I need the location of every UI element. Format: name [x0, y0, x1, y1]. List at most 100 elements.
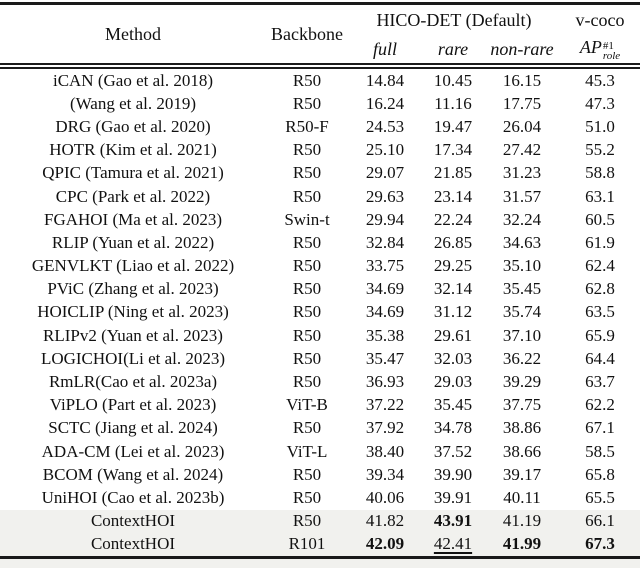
value-cell: 21.85	[433, 163, 473, 183]
value-cell: 17.34	[433, 140, 473, 160]
backbone-cell: ViT-L	[286, 441, 328, 461]
method-cell: GENVLKT (Liao et al. 2022)	[31, 256, 235, 276]
value-cell: 63.1	[585, 186, 615, 206]
value-cell: 63.7	[585, 372, 615, 392]
value-cell: 38.86	[502, 418, 542, 438]
value-cell: 37.75	[502, 395, 542, 415]
method-cell: ViPLO (Part et al. 2023)	[49, 395, 217, 415]
method-cell: CPC (Park et al. 2022)	[55, 186, 211, 206]
value-cell: 29.61	[433, 325, 473, 345]
value-cell: 29.63	[365, 186, 405, 206]
value-cell: 31.23	[502, 163, 542, 183]
method-cell: ContextHOI	[90, 511, 176, 531]
table-row: CPC (Park et al. 2022) R50 29.63 23.14 31.57…	[0, 185, 640, 208]
value-cell: 39.17	[502, 464, 542, 484]
header-group-row: Method Backbone HICO-DET (Default) v-coc…	[0, 3, 640, 69]
value-cell: 37.52	[433, 441, 473, 461]
value-cell: 38.40	[365, 441, 405, 461]
value-cell: 29.07	[365, 163, 405, 183]
value-cell: 35.38	[365, 325, 405, 345]
value-cell: 43.91	[433, 511, 473, 531]
value-cell: 29.25	[433, 256, 473, 276]
table-row: FGAHOI (Ma et al. 2023) Swin-t 29.94 22.24 3…	[0, 208, 640, 231]
value-cell: 17.75	[502, 93, 542, 113]
full-subheader: full	[348, 35, 422, 69]
backbone-cell: R50	[292, 372, 322, 392]
value-cell: 26.85	[433, 232, 473, 252]
value-cell: 34.78	[433, 418, 473, 438]
ap-role-subheader: AP #1 role	[560, 35, 640, 69]
value-cell: 38.66	[502, 441, 542, 461]
table-row: QPIC (Tamura et al. 2021) R50 29.07 21.85 31…	[0, 162, 640, 185]
value-cell: 41.99	[502, 534, 542, 554]
value-cell: 35.74	[502, 302, 542, 322]
table-row: ContextHOI R50 41.82 43.91 41.19 66.1	[0, 509, 640, 533]
value-cell: 10.45	[433, 70, 473, 90]
backbone-cell: R50	[292, 70, 322, 90]
value-cell: 62.4	[585, 256, 615, 276]
method-cell: RLIP (Yuan et al. 2022)	[51, 232, 215, 252]
backbone-cell: R50	[292, 325, 322, 345]
table-row: HOTR (Kim et al. 2021) R50 25.10 17.34 27.42…	[0, 139, 640, 162]
backbone-cell: R50-F	[285, 116, 329, 136]
backbone-cell: R50	[292, 348, 322, 368]
table-row: (Wang et al. 2019) R50 16.24 11.16 17.75 47.3	[0, 92, 640, 115]
backbone-cell: R50	[292, 186, 322, 206]
value-cell: 32.84	[365, 232, 405, 252]
value-cell: 39.29	[502, 372, 542, 392]
table-row: ADA-CM (Lei et al. 2023) ViT-L 38.40 37.52 3…	[0, 440, 640, 463]
value-cell: 33.75	[365, 256, 405, 276]
method-cell: DRG (Gao et al. 2020)	[55, 116, 211, 136]
value-cell: 60.5	[585, 209, 615, 229]
method-cell: (Wang et al. 2019)	[69, 93, 197, 113]
value-cell: 62.2	[585, 395, 615, 415]
method-cell: SCTC (Jiang et al. 2024)	[48, 418, 218, 438]
value-cell: 42.41	[433, 534, 473, 554]
value-cell: 39.91	[433, 487, 473, 507]
backbone-header: Backbone	[266, 3, 348, 69]
value-cell: 39.90	[433, 464, 473, 484]
value-cell: 36.93	[365, 372, 405, 392]
hico-det-group-header: HICO-DET (Default)	[376, 9, 532, 30]
method-cell: BCOM (Wang et al. 2024)	[42, 464, 224, 484]
value-cell: 24.53	[365, 116, 405, 136]
ap-subscript: role	[602, 50, 621, 62]
value-cell: 34.69	[365, 279, 405, 299]
value-cell: 67.1	[585, 418, 615, 438]
backbone-cell: R50	[292, 464, 322, 484]
value-cell: 42.09	[365, 534, 405, 554]
table-header: Method Backbone HICO-DET (Default) v-coc…	[0, 3, 640, 69]
value-cell: 32.03	[433, 348, 473, 368]
table-row: GENVLKT (Liao et al. 2022) R50 33.75 29.25 3…	[0, 255, 640, 278]
value-cell: 14.84	[365, 70, 405, 90]
vcoco-group-header: v-coco	[575, 9, 625, 30]
value-cell: 55.2	[585, 140, 615, 160]
method-cell: ContextHOI	[90, 534, 176, 554]
value-cell: 36.22	[502, 348, 542, 368]
value-cell: 37.22	[365, 395, 405, 415]
value-cell: 39.34	[365, 464, 405, 484]
backbone-cell: R50	[292, 418, 322, 438]
value-cell: 31.57	[502, 186, 542, 206]
value-cell: 35.45	[502, 279, 542, 299]
value-cell: 23.14	[433, 186, 473, 206]
value-cell: 37.92	[365, 418, 405, 438]
value-cell: 41.19	[502, 511, 542, 531]
backbone-cell: R50	[292, 163, 322, 183]
backbone-cell: R50	[292, 232, 322, 252]
backbone-cell: R101	[288, 534, 326, 554]
method-cell: HOTR (Kim et al. 2021)	[49, 140, 217, 160]
method-cell: RLIPv2 (Yuan et al. 2023)	[43, 325, 223, 345]
backbone-cell: ViT-B	[286, 395, 328, 415]
value-cell: 26.04	[502, 116, 542, 136]
table-row: iCAN (Gao et al. 2018) R50 14.84 10.45 16.15…	[0, 66, 640, 92]
table-row: ViPLO (Part et al. 2023) ViT-B 37.22 35.45 3…	[0, 394, 640, 417]
value-cell: 40.11	[503, 487, 541, 507]
value-cell: 41.82	[365, 511, 405, 531]
bottom-highlight-strip	[0, 558, 640, 568]
table-row: UniHOI (Cao et al. 2023b) R50 40.06 39.91 40…	[0, 486, 640, 509]
value-cell: 22.24	[433, 209, 473, 229]
value-cell: 16.15	[502, 70, 542, 90]
value-cell: 65.8	[585, 464, 615, 484]
value-cell: 31.12	[433, 302, 473, 322]
